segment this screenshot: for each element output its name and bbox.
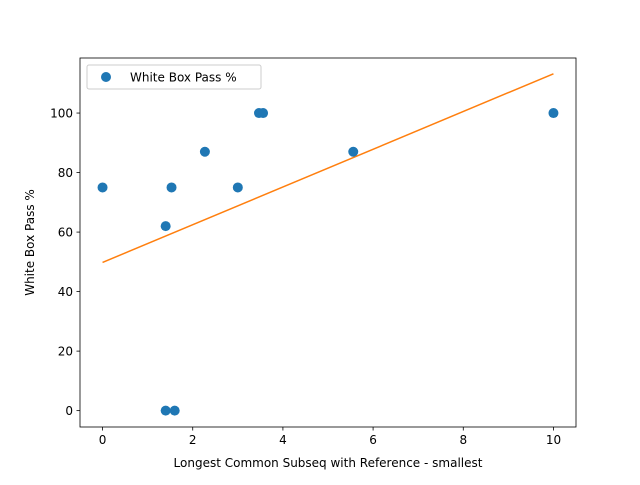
x-tick-label: 6 <box>369 433 377 447</box>
plot-area <box>80 58 576 427</box>
legend-marker <box>101 72 111 82</box>
y-tick-label: 60 <box>58 226 73 240</box>
data-point <box>97 182 108 193</box>
x-axis-label: Longest Common Subseq with Reference - s… <box>174 456 483 470</box>
data-point <box>348 146 359 157</box>
x-tick-label: 8 <box>459 433 467 447</box>
x-tick-label: 2 <box>189 433 197 447</box>
data-point <box>232 182 243 193</box>
data-point <box>160 221 171 232</box>
data-point <box>169 405 180 416</box>
data-point <box>199 146 210 157</box>
y-axis-label: White Box Pass % <box>23 189 37 296</box>
plot-frame <box>79 57 577 428</box>
legend-label: White Box Pass % <box>130 71 237 85</box>
x-tick-label: 0 <box>99 433 107 447</box>
y-tick-label: 40 <box>58 285 73 299</box>
y-tick-label: 0 <box>65 404 73 418</box>
x-tick-label: 10 <box>546 433 561 447</box>
legend: White Box Pass % <box>86 64 262 90</box>
fit-line <box>102 73 554 264</box>
y-tick-label: 100 <box>50 107 73 121</box>
data-point <box>166 182 177 193</box>
y-tick-label: 20 <box>58 345 73 359</box>
data-point <box>160 405 171 416</box>
data-point <box>258 108 269 119</box>
legend-box <box>86 64 262 90</box>
data-point <box>548 108 559 119</box>
y-tick-label: 80 <box>58 166 73 180</box>
x-tick-label: 4 <box>279 433 287 447</box>
